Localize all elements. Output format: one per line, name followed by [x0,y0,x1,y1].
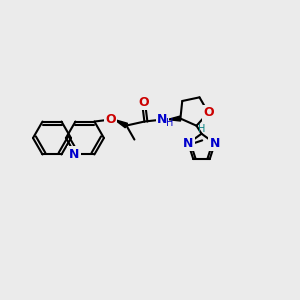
Text: O: O [105,113,116,126]
Text: N: N [183,137,194,150]
Polygon shape [114,119,128,128]
Text: N: N [157,113,168,126]
Text: O: O [203,106,214,119]
Text: O: O [138,96,149,109]
Text: N: N [210,137,220,150]
Polygon shape [167,116,181,121]
Text: H: H [198,124,205,134]
Text: N: N [69,148,80,161]
Text: H: H [166,118,173,128]
